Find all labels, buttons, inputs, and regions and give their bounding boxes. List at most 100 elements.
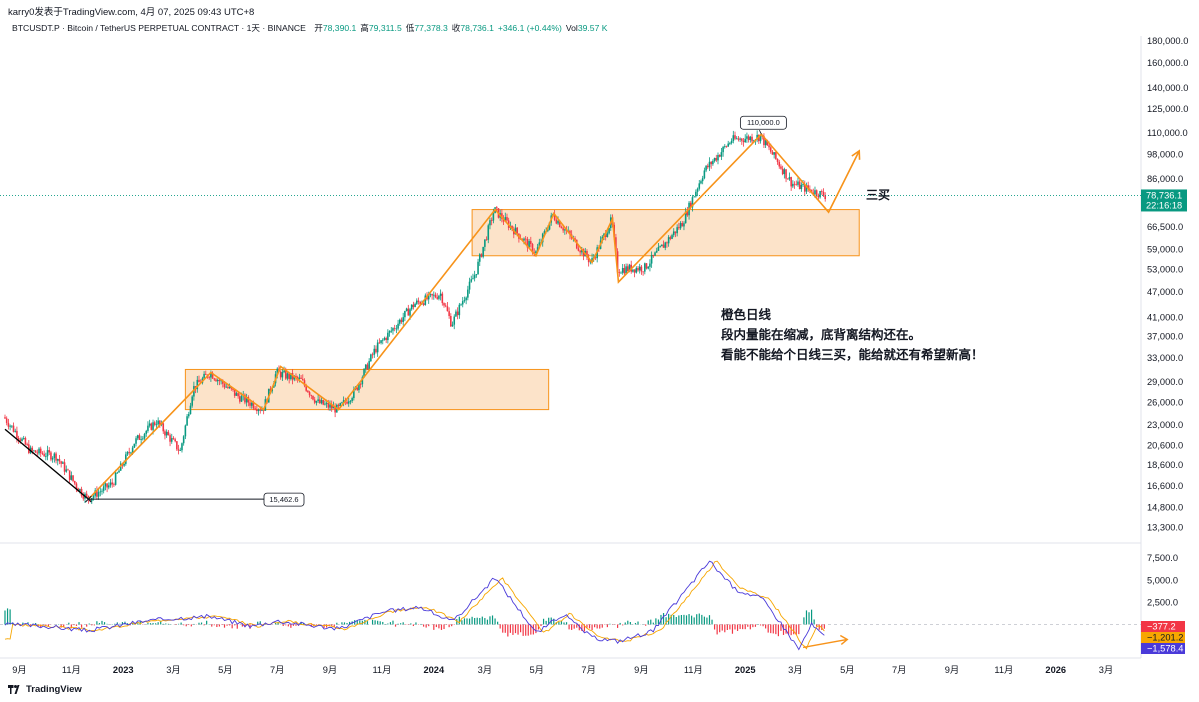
candle-body: [145, 430, 148, 434]
candle-body: [96, 490, 98, 497]
candle-body: [90, 498, 93, 502]
time-tick-label: 9月: [12, 665, 26, 675]
candle-body: [792, 183, 794, 187]
histogram-bar: [601, 624, 603, 628]
candle-body: [126, 451, 129, 455]
candle-body: [659, 246, 661, 247]
price-tick-label: 86,000.0: [1147, 174, 1183, 184]
candle-body: [555, 219, 558, 224]
histogram-bar: [343, 622, 346, 625]
histogram-bar: [40, 624, 42, 628]
histogram-bar: [726, 624, 728, 631]
projection-arrow-head: [851, 149, 861, 160]
histogram-bar: [583, 624, 586, 632]
candle-body: [19, 439, 22, 442]
candle-body: [470, 279, 473, 282]
histogram-bar: [823, 624, 825, 629]
histogram-bar: [517, 624, 519, 635]
candle-body: [167, 431, 170, 436]
price-tick-label: 33,000.0: [1147, 353, 1183, 363]
histogram-bar: [295, 624, 297, 626]
time-tick-label: 5月: [218, 665, 232, 675]
candle-body: [334, 406, 336, 413]
histogram-bar: [75, 624, 78, 626]
candle-body: [649, 263, 651, 267]
histogram-bar: [657, 619, 660, 625]
histogram-bar: [594, 624, 596, 628]
candle-body: [193, 386, 195, 397]
histogram-bar: [762, 624, 764, 627]
price-tick-label: 110,000.0: [1147, 128, 1188, 138]
histogram-bar: [591, 624, 593, 631]
price-tick-label: 66,500.0: [1147, 222, 1183, 232]
candle-body: [387, 332, 389, 341]
time-tick-label: 2025: [735, 665, 756, 675]
candle-body: [581, 249, 583, 253]
candle-body: [819, 191, 821, 198]
candle-body: [373, 348, 376, 355]
candle-body: [650, 254, 653, 264]
candle-body: [766, 140, 769, 146]
candle-body: [490, 220, 493, 221]
histogram-bar: [361, 620, 363, 625]
candle-body: [429, 293, 432, 295]
candle-body: [33, 450, 35, 452]
ohlc-value: +346.1 (+0.44%): [497, 23, 562, 33]
candle-body: [783, 169, 786, 175]
candle-body: [586, 251, 588, 258]
low-label-box[interactable]: [263, 492, 305, 507]
candle-body: [625, 266, 627, 274]
histogram-bar: [586, 624, 588, 628]
histogram-bar: [402, 622, 404, 625]
candle-body: [351, 398, 353, 401]
candle-body: [504, 217, 507, 222]
candle-body: [468, 281, 471, 290]
candle-body: [458, 304, 461, 316]
histogram-bar: [752, 624, 754, 628]
candle-body: [296, 377, 299, 379]
high-label-box[interactable]: [739, 115, 787, 130]
candle-body: [763, 136, 765, 146]
candle-body: [114, 472, 117, 485]
candle-body: [654, 252, 656, 256]
histogram-bar: [63, 624, 65, 627]
structure-zigzag-line[interactable]: [87, 133, 860, 500]
candle-body: [672, 231, 675, 236]
histogram-bar: [719, 624, 721, 633]
histogram-bar: [624, 622, 626, 625]
candle-body: [245, 397, 248, 403]
histogram-bar: [637, 621, 639, 625]
candle-body: [213, 378, 216, 380]
histogram-bar: [292, 624, 295, 626]
histogram-bar: [724, 624, 726, 633]
histogram-bar: [315, 624, 318, 626]
candle-body: [12, 425, 15, 432]
candle-body: [735, 138, 738, 140]
candle-body: [691, 197, 694, 208]
candle-body: [317, 399, 319, 402]
candle-body: [717, 155, 719, 161]
symbol-title[interactable]: BTCUSDT.P · Bitcoin / TetherUS PERPETUAL…: [12, 23, 306, 33]
current-price-badge[interactable]: [1141, 189, 1187, 212]
histogram-bar: [154, 623, 157, 625]
divergence-arrow-line[interactable]: [802, 638, 848, 649]
histogram-bar: [519, 624, 522, 633]
candle-body: [108, 485, 110, 488]
oscillator-value-badge: [1141, 632, 1185, 643]
candle-body: [628, 264, 631, 271]
candle-body: [46, 450, 49, 457]
consolidation-zone[interactable]: [184, 368, 550, 411]
candle-body: [284, 370, 287, 379]
histogram-bar: [167, 623, 169, 625]
downtrend-line[interactable]: [4, 428, 89, 500]
histogram-bar: [668, 613, 670, 625]
candle-body: [492, 213, 495, 221]
histogram-bar: [211, 624, 213, 627]
candle-body: [313, 399, 316, 403]
histogram-bar: [29, 624, 32, 626]
candle-body: [786, 178, 789, 180]
histogram-bar: [747, 624, 749, 627]
tradingview-brand[interactable]: TradingView: [8, 684, 82, 695]
candle-body: [322, 400, 325, 405]
